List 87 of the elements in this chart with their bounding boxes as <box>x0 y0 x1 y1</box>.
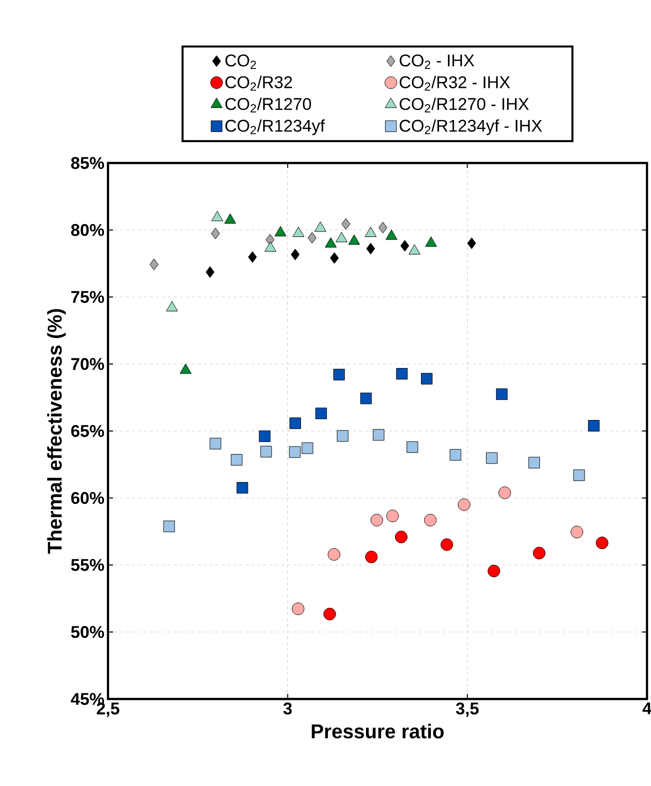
point <box>230 454 242 466</box>
y-tick-label: 50% <box>71 626 104 638</box>
point <box>211 228 220 240</box>
y-tick-label: 45% <box>70 693 104 705</box>
point <box>314 222 326 232</box>
point <box>570 526 584 538</box>
legend-label: CO$_{2}$/R1234yf - IHX <box>400 119 542 136</box>
point <box>496 388 508 400</box>
point <box>163 520 175 532</box>
point <box>394 530 408 544</box>
point <box>370 514 384 526</box>
point <box>274 226 286 236</box>
point <box>260 446 272 458</box>
point <box>596 536 608 550</box>
point <box>532 546 546 560</box>
legend-label: CO$_{2}$/R32 <box>225 76 292 91</box>
point <box>498 486 511 500</box>
point <box>150 258 158 270</box>
point <box>406 441 418 453</box>
point <box>290 248 300 260</box>
point <box>264 241 276 252</box>
point <box>488 564 500 578</box>
point <box>292 602 304 616</box>
point <box>236 482 248 494</box>
point <box>324 237 337 248</box>
y-tick-label: 70% <box>71 358 104 370</box>
point <box>289 446 301 458</box>
legend-label: CO$_{2}$/R1270 <box>225 98 312 112</box>
point <box>360 392 372 404</box>
point <box>386 510 399 522</box>
point <box>308 232 316 244</box>
legend-label: CO$_{2}$/R1234yf <box>225 119 325 136</box>
x-axis-title: Pressure ratio <box>312 724 444 738</box>
legend-label: CO$_{2}$/R32 - IHX <box>400 76 510 91</box>
point <box>467 238 476 250</box>
point <box>211 210 224 222</box>
point <box>289 417 301 429</box>
point <box>364 226 377 237</box>
y-tick-label: 80% <box>71 224 104 236</box>
point <box>420 372 432 384</box>
point <box>366 242 376 254</box>
point <box>224 213 236 224</box>
point <box>206 266 214 278</box>
y-tick-label: 65% <box>71 424 104 437</box>
legend-label: CO$_{2}$/R1270 - IHX <box>400 98 529 112</box>
point <box>336 232 348 242</box>
point <box>372 429 384 441</box>
y-tick-label: 60% <box>71 492 104 504</box>
point <box>424 514 437 526</box>
point <box>396 368 408 380</box>
point <box>342 218 350 230</box>
point <box>486 452 498 464</box>
point <box>323 608 336 620</box>
y-tick-label: 75% <box>71 291 104 303</box>
y-axis-title: Thermal effectiveness (%) <box>47 309 66 554</box>
legend-label: CO$_{2}$ <box>225 54 256 69</box>
point <box>425 236 437 247</box>
x-tick-label: 3 <box>283 702 292 715</box>
point <box>302 442 314 454</box>
point <box>450 449 462 461</box>
point <box>315 408 327 420</box>
point <box>166 301 178 312</box>
point <box>328 548 340 561</box>
y-tick-label: 55% <box>71 559 104 571</box>
y-tick-label: 85% <box>71 156 104 169</box>
point <box>408 244 420 255</box>
point <box>528 456 540 468</box>
x-tick-label: 3,5 <box>456 702 479 717</box>
point <box>378 222 388 234</box>
point <box>333 368 345 380</box>
point <box>336 430 348 442</box>
point <box>573 469 585 481</box>
point <box>210 438 222 450</box>
point <box>400 240 410 252</box>
point <box>330 252 339 264</box>
point <box>440 538 454 551</box>
legend-label: CO$_{2}$ - IHX <box>400 54 474 69</box>
point <box>458 498 470 511</box>
point <box>180 364 192 374</box>
point <box>248 251 257 263</box>
point <box>292 226 304 237</box>
point <box>365 550 378 564</box>
point <box>258 430 270 442</box>
point <box>588 420 600 432</box>
x-tick-label: 2,5 <box>96 702 120 717</box>
point <box>386 230 398 240</box>
point <box>348 234 360 245</box>
